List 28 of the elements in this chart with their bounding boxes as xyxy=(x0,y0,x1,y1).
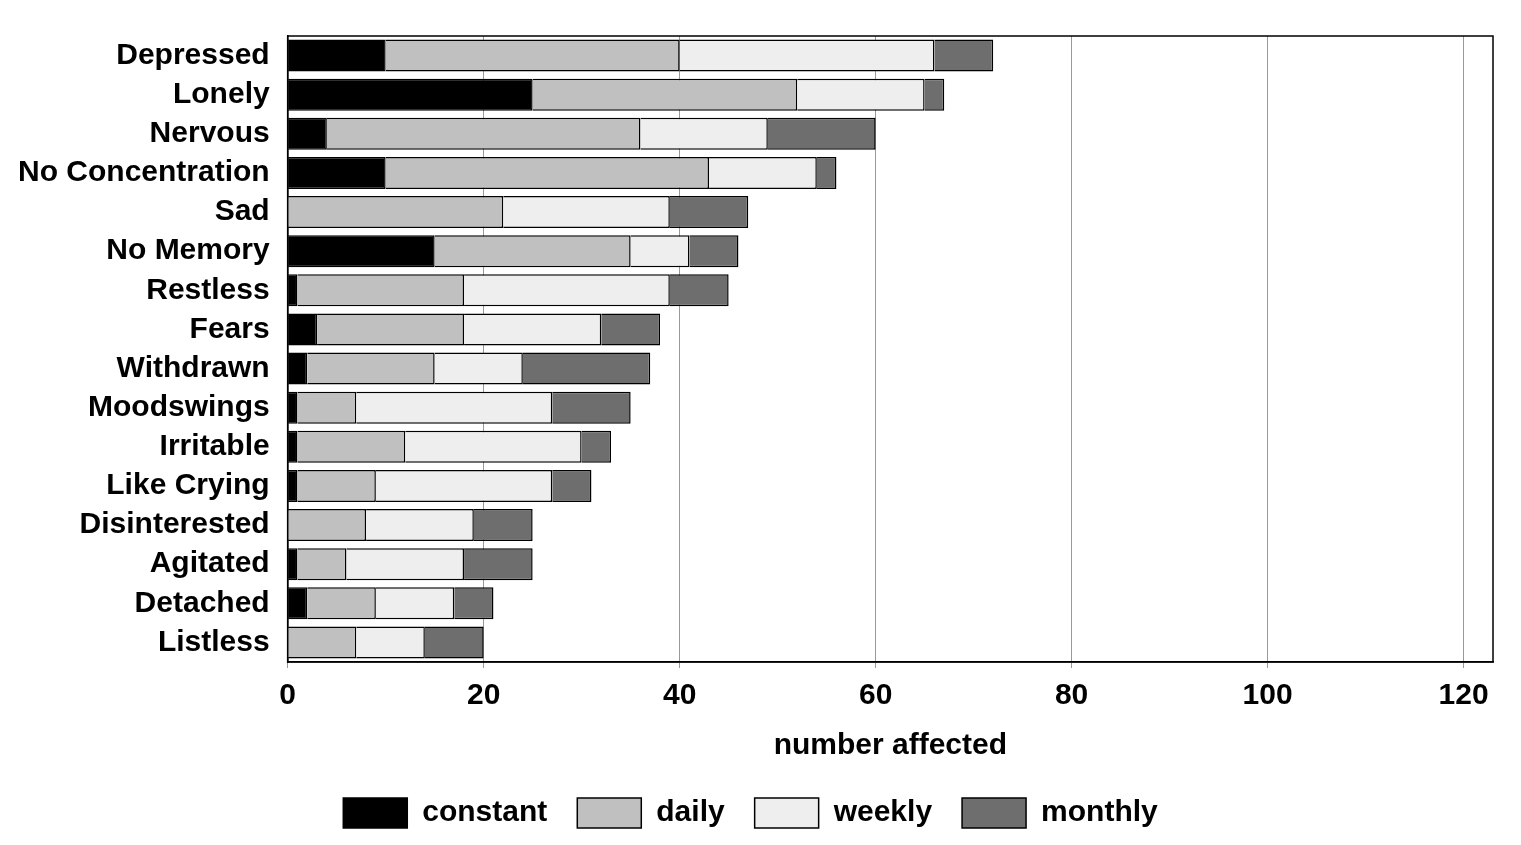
legend-label: constant xyxy=(422,794,548,828)
y-tick-label: Moodswings xyxy=(88,388,270,422)
x-tick-label: 40 xyxy=(662,677,697,711)
legend-label: monthly xyxy=(1041,794,1159,828)
y-tick-label: Depressed xyxy=(116,36,270,70)
x-tick-label: 60 xyxy=(858,677,893,711)
y-tick-label: Listless xyxy=(157,623,270,657)
y-tick-label: Disinterested xyxy=(79,506,270,540)
y-tick-label: Agitated xyxy=(149,545,270,579)
x-tick-label: 100 xyxy=(1242,677,1293,711)
y-tick-label: Lonely xyxy=(172,75,270,109)
y-tick-label: Restless xyxy=(146,271,270,305)
x-tick-label: 0 xyxy=(279,677,296,711)
y-tick-label: Fears xyxy=(189,310,270,344)
y-tick-label: Like Crying xyxy=(106,467,270,501)
y-tick-label: Sad xyxy=(214,193,270,227)
x-tick-label: 120 xyxy=(1438,677,1489,711)
y-tick-label: Irritable xyxy=(159,428,270,462)
x-axis-title: number affected xyxy=(773,727,1008,761)
legend-label: daily xyxy=(656,794,725,828)
y-tick-label: Detached xyxy=(134,584,270,618)
x-tick-label: 20 xyxy=(466,677,501,711)
y-tick-label: No Memory xyxy=(106,232,270,266)
y-tick-label: Withdrawn xyxy=(116,349,270,383)
x-tick-label: 80 xyxy=(1054,677,1089,711)
y-tick-label: No Concentration xyxy=(17,154,270,188)
legend-label: weekly xyxy=(832,794,933,828)
y-tick-label: Nervous xyxy=(149,115,270,149)
